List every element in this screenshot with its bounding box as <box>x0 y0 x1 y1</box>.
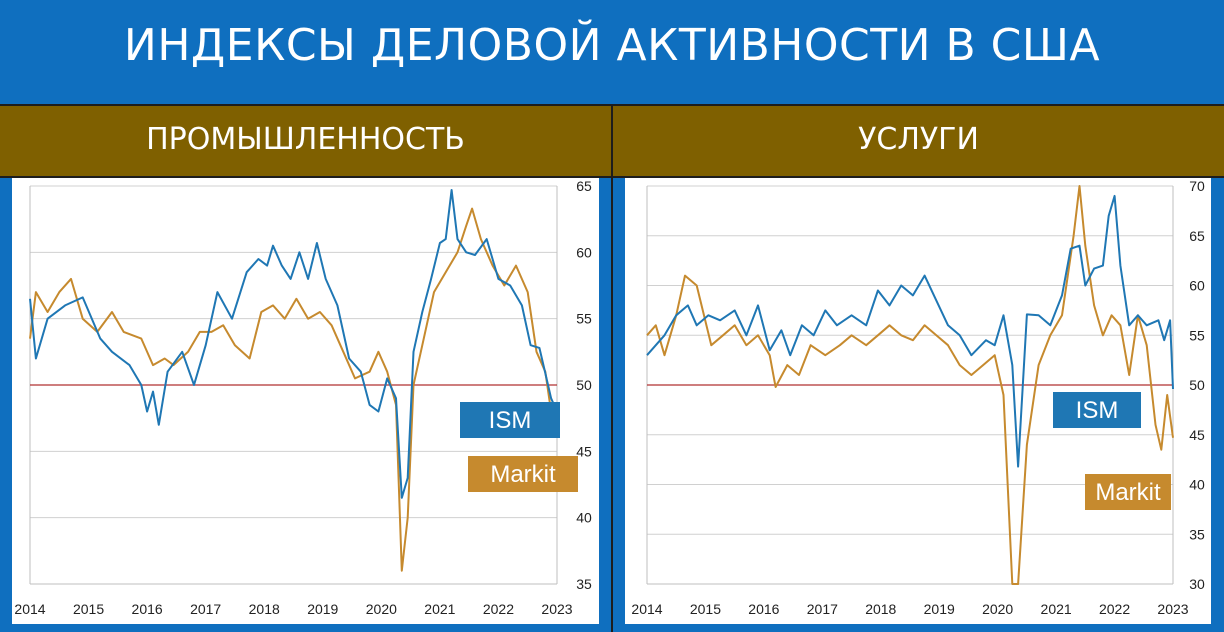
header-bar <box>0 0 1224 104</box>
x-tick-label: 2022 <box>483 601 514 617</box>
section-title-services: УСЛУГИ <box>858 122 979 157</box>
section-title-industry: ПРОМЫШЛЕННОСТЬ <box>146 122 465 157</box>
y-tick-label: 40 <box>1189 477 1205 493</box>
y-tick-label: 65 <box>1189 228 1205 244</box>
series-line-ism <box>29 189 558 499</box>
legend-markit: Markit <box>1085 474 1171 510</box>
x-tick-label: 2014 <box>14 601 45 617</box>
y-tick-label: 55 <box>1189 327 1205 343</box>
legend-markit-label: Markit <box>490 461 556 488</box>
y-tick-label: 45 <box>1189 427 1205 443</box>
x-tick-label: 2023 <box>541 601 572 617</box>
y-tick-label: 60 <box>1189 278 1205 294</box>
legend-markit-box <box>468 456 578 492</box>
x-tick-label: 2014 <box>631 601 662 617</box>
y-tick-label: 55 <box>576 311 592 327</box>
chart-panel-services: 30 35 40 45 50 55 60 65 70 2014 2015 2016 2017 2018 20… <box>625 178 1211 624</box>
x-tick-label: 2019 <box>307 601 338 617</box>
chart-industry: 35 40 45 50 55 60 65 2014 2015 2016 2017 2018 2019 20… <box>14 178 592 617</box>
panel-divider <box>611 104 613 632</box>
y-tick-label: 60 <box>576 244 592 260</box>
y-tick-label: 70 <box>1189 178 1205 194</box>
y-tick-label: 30 <box>1189 576 1205 592</box>
page-title: ИНДЕКСЫ ДЕЛОВОЙ АКТИВНОСТИ В США <box>123 20 1101 71</box>
x-tick-label: 2021 <box>1041 601 1072 617</box>
chart-panel-industry: 35 40 45 50 55 60 65 2014 2015 2016 2017 2018 2019 20… <box>12 178 599 624</box>
legend-markit-box <box>1085 474 1171 510</box>
legend-ism-box <box>460 402 560 438</box>
legend-markit-label: Markit <box>1095 479 1161 506</box>
y-tick-label: 65 <box>576 178 592 194</box>
legend-markit: Markit <box>468 456 578 492</box>
series-line-ism <box>646 194 1174 468</box>
x-tick-label: 2015 <box>73 601 104 617</box>
x-tick-label: 2021 <box>424 601 455 617</box>
legend-ism-label: ISM <box>489 407 532 434</box>
y-tick-label: 50 <box>576 377 592 393</box>
legend-ism: ISM <box>460 402 560 438</box>
y-tick-label: 35 <box>1189 526 1205 542</box>
legend-ism-label: ISM <box>1076 397 1119 424</box>
x-tick-label: 2016 <box>748 601 779 617</box>
y-tick-label: 35 <box>576 576 592 592</box>
x-tick-label: 2018 <box>865 601 896 617</box>
x-tick-label: 2017 <box>190 601 221 617</box>
series-line-markit <box>29 207 558 572</box>
legend-ism: ISM <box>1053 392 1141 428</box>
x-tick-label: 2018 <box>249 601 280 617</box>
x-tick-label: 2017 <box>807 601 838 617</box>
x-tick-label: 2023 <box>1157 601 1188 617</box>
x-tick-label: 2022 <box>1099 601 1130 617</box>
y-tick-label: 40 <box>576 510 592 526</box>
section-header-industry <box>0 104 611 178</box>
y-tick-label: 45 <box>576 443 592 459</box>
x-tick-label: 2020 <box>366 601 397 617</box>
chart-services: 30 35 40 45 50 55 60 65 70 2014 2015 2016 2017 2018 20… <box>631 178 1205 617</box>
x-tick-label: 2015 <box>690 601 721 617</box>
y-tick-label: 50 <box>1189 377 1205 393</box>
section-header-services <box>613 104 1224 178</box>
legend-ism-box <box>1053 392 1141 428</box>
series-line-markit <box>646 185 1174 585</box>
x-tick-label: 2016 <box>132 601 163 617</box>
x-tick-label: 2019 <box>924 601 955 617</box>
x-tick-label: 2020 <box>982 601 1013 617</box>
